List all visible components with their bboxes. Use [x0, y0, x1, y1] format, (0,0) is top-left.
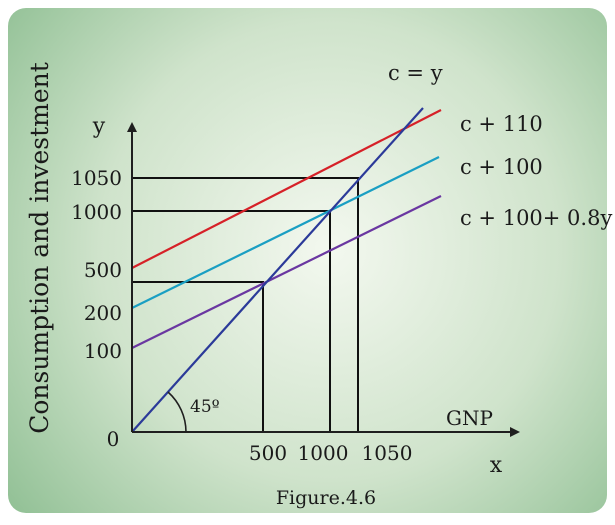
y-tick-1050: 1050	[71, 166, 122, 190]
figure-caption: Figure.4.6	[276, 487, 376, 509]
guide-1050	[132, 177, 359, 432]
angle-label: 45º	[190, 397, 220, 417]
y-tick-1000: 1000	[71, 200, 122, 224]
legend-c-equals-y: c = y	[388, 61, 443, 85]
legend-c-plus-110: c + 110	[460, 112, 543, 136]
y-tick-500: 500	[84, 258, 122, 282]
legend-c-plus-100: c + 100	[460, 155, 543, 179]
y-tick-200: 200	[84, 301, 122, 325]
origin-label: 0	[107, 427, 120, 451]
line-c-plus-100-plus-0-8y	[131, 195, 442, 349]
y-tick-100: 100	[84, 339, 122, 363]
x-axis-title: GNP	[446, 406, 493, 430]
angle-arc	[167, 391, 187, 433]
line-c-plus-110	[131, 109, 442, 269]
y-axis-variable: y	[92, 114, 106, 139]
x-tick-500: 500	[249, 441, 287, 465]
x-tick-1000: 1000	[298, 441, 349, 465]
x-tick-1050: 1050	[362, 441, 413, 465]
line-c-plus-100	[131, 156, 440, 309]
y-axis-title: Consumption and investment	[25, 62, 54, 434]
legend-c-plus-100-plus-0-8y: c + 100+ 0.8y	[460, 206, 612, 230]
guide-500	[132, 281, 264, 432]
x-axis-variable: x	[490, 453, 503, 478]
line-c-equals-y	[131, 107, 424, 433]
